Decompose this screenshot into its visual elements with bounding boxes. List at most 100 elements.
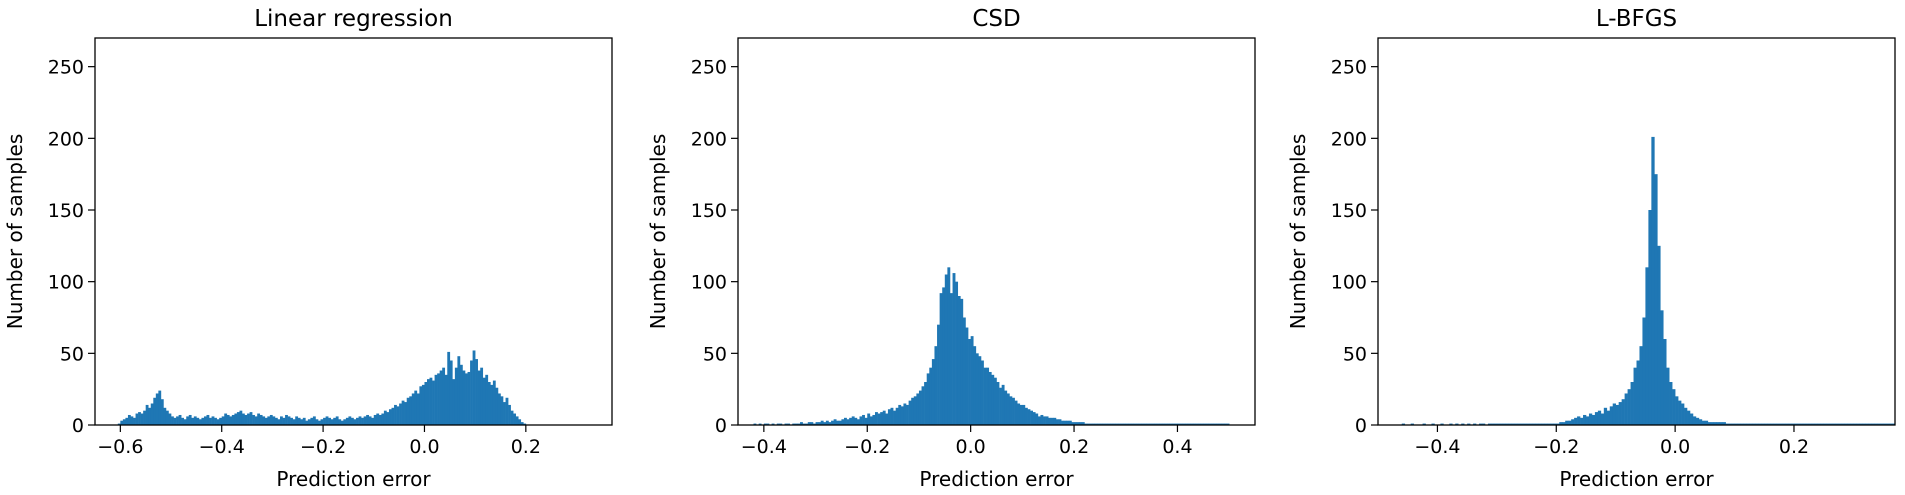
histogram-bar xyxy=(792,423,796,425)
histogram-bar xyxy=(1820,423,1824,425)
y-tick-label: 50 xyxy=(1343,343,1367,365)
histogram-bar xyxy=(1006,393,1010,425)
histogram-bar xyxy=(846,419,850,425)
histogram-bar xyxy=(181,417,184,425)
histogram-bar xyxy=(1123,423,1127,425)
histogram-bar xyxy=(1172,423,1176,425)
histogram-bar xyxy=(434,374,438,425)
histogram-bar xyxy=(1125,423,1129,425)
histogram-bar xyxy=(1502,423,1507,425)
histogram-bar xyxy=(805,423,809,425)
histogram-bar xyxy=(1731,423,1735,425)
histogram-bar xyxy=(1782,423,1786,425)
histogram-bar xyxy=(1514,423,1518,425)
histogram-bar xyxy=(477,370,481,425)
chart-title: CSD xyxy=(972,6,1020,32)
histogram-bar xyxy=(1847,423,1851,425)
histogram-bar xyxy=(1844,423,1848,425)
histogram-bar xyxy=(1838,423,1842,425)
chart-title: Linear regression xyxy=(254,6,453,32)
histogram-bar xyxy=(396,406,400,425)
histogram-bar xyxy=(996,382,1000,425)
histogram-bar xyxy=(1648,210,1652,425)
histogram-bar xyxy=(1211,423,1214,425)
histogram-bar xyxy=(467,371,471,425)
y-tick-label: 150 xyxy=(1331,200,1367,222)
histogram-bar xyxy=(497,393,501,425)
histogram-bar xyxy=(148,407,152,425)
histogram-bar xyxy=(1615,404,1619,425)
histogram-bar xyxy=(1627,389,1631,425)
histogram-bar xyxy=(828,422,832,425)
y-tick-label: 150 xyxy=(691,200,727,222)
histogram-bar xyxy=(429,377,433,425)
histogram-bar xyxy=(1728,423,1732,425)
histogram-bar xyxy=(1151,423,1155,425)
histogram-bar xyxy=(1788,423,1792,425)
histogram-bar xyxy=(818,422,822,425)
histogram-bar xyxy=(921,386,925,425)
histogram-bar xyxy=(503,402,506,425)
histogram-bar xyxy=(1654,174,1658,425)
histogram-bar xyxy=(135,413,139,425)
histogram-bar xyxy=(1473,423,1477,425)
histogram-bar xyxy=(1817,423,1822,425)
histogram-bar xyxy=(343,419,347,425)
panel-linear-regression: −0.6 −0.4 −0.2 0.0 0.2 0 50 100 150 200 250 Linear … xyxy=(3,6,613,491)
histogram-bar xyxy=(424,382,428,425)
histogram-bar xyxy=(1645,267,1649,425)
histogram-bar xyxy=(508,404,511,425)
histogram-bar xyxy=(1511,423,1515,425)
histogram-bar xyxy=(1603,407,1608,425)
histogram-bar xyxy=(1185,423,1189,425)
histogram-bar xyxy=(439,370,443,425)
histogram-bar xyxy=(1053,417,1057,425)
histogram-bar xyxy=(363,416,367,425)
histogram-bar xyxy=(851,416,855,425)
histogram-bar xyxy=(1541,423,1545,425)
histogram-bar xyxy=(1004,390,1008,425)
histogram-bar xyxy=(386,412,390,425)
histogram-bar xyxy=(916,393,920,425)
histogram-bar xyxy=(1529,423,1533,425)
histogram-bar xyxy=(1035,413,1039,425)
histogram-bar xyxy=(1657,245,1661,425)
histogram-bar xyxy=(833,419,837,425)
histogram-bar xyxy=(269,414,273,425)
histogram-bar xyxy=(1853,423,1857,425)
histogram-bar xyxy=(224,413,228,425)
x-tick-label: 0.4 xyxy=(1162,436,1192,458)
histogram-bar xyxy=(264,417,268,425)
x-axis-label: Prediction error xyxy=(276,467,431,491)
histogram-bar xyxy=(401,400,405,425)
histogram-bar xyxy=(1208,423,1212,425)
histogram-bar xyxy=(931,359,935,425)
histogram-bar xyxy=(1585,416,1590,425)
histogram-bar xyxy=(1562,422,1566,425)
histogram-bar xyxy=(1701,420,1706,425)
histogram-bar xyxy=(427,379,430,425)
histogram-bar xyxy=(810,422,814,425)
histogram-bar xyxy=(1865,423,1869,425)
bars xyxy=(753,267,1230,425)
histogram-bar xyxy=(1499,423,1504,425)
histogram-bar xyxy=(1594,412,1599,425)
histogram-bar xyxy=(1633,367,1637,425)
histogram-bar xyxy=(1672,389,1676,425)
histogram-bar xyxy=(1684,407,1688,425)
histogram-bar xyxy=(444,374,448,425)
histogram-bar xyxy=(1422,423,1426,425)
histogram-bar xyxy=(766,423,770,425)
histogram-bar xyxy=(973,346,977,425)
histogram-bar xyxy=(1520,423,1524,425)
histogram-bar xyxy=(913,396,917,425)
histogram-bar xyxy=(186,416,190,425)
bars xyxy=(1401,136,1896,425)
histogram-bar xyxy=(1198,423,1202,425)
histogram-bar xyxy=(414,390,418,425)
histogram-bar xyxy=(1669,382,1673,425)
y-tick-label: 50 xyxy=(703,343,727,365)
histogram-bar xyxy=(1081,422,1085,425)
axes-frame xyxy=(737,37,1256,426)
